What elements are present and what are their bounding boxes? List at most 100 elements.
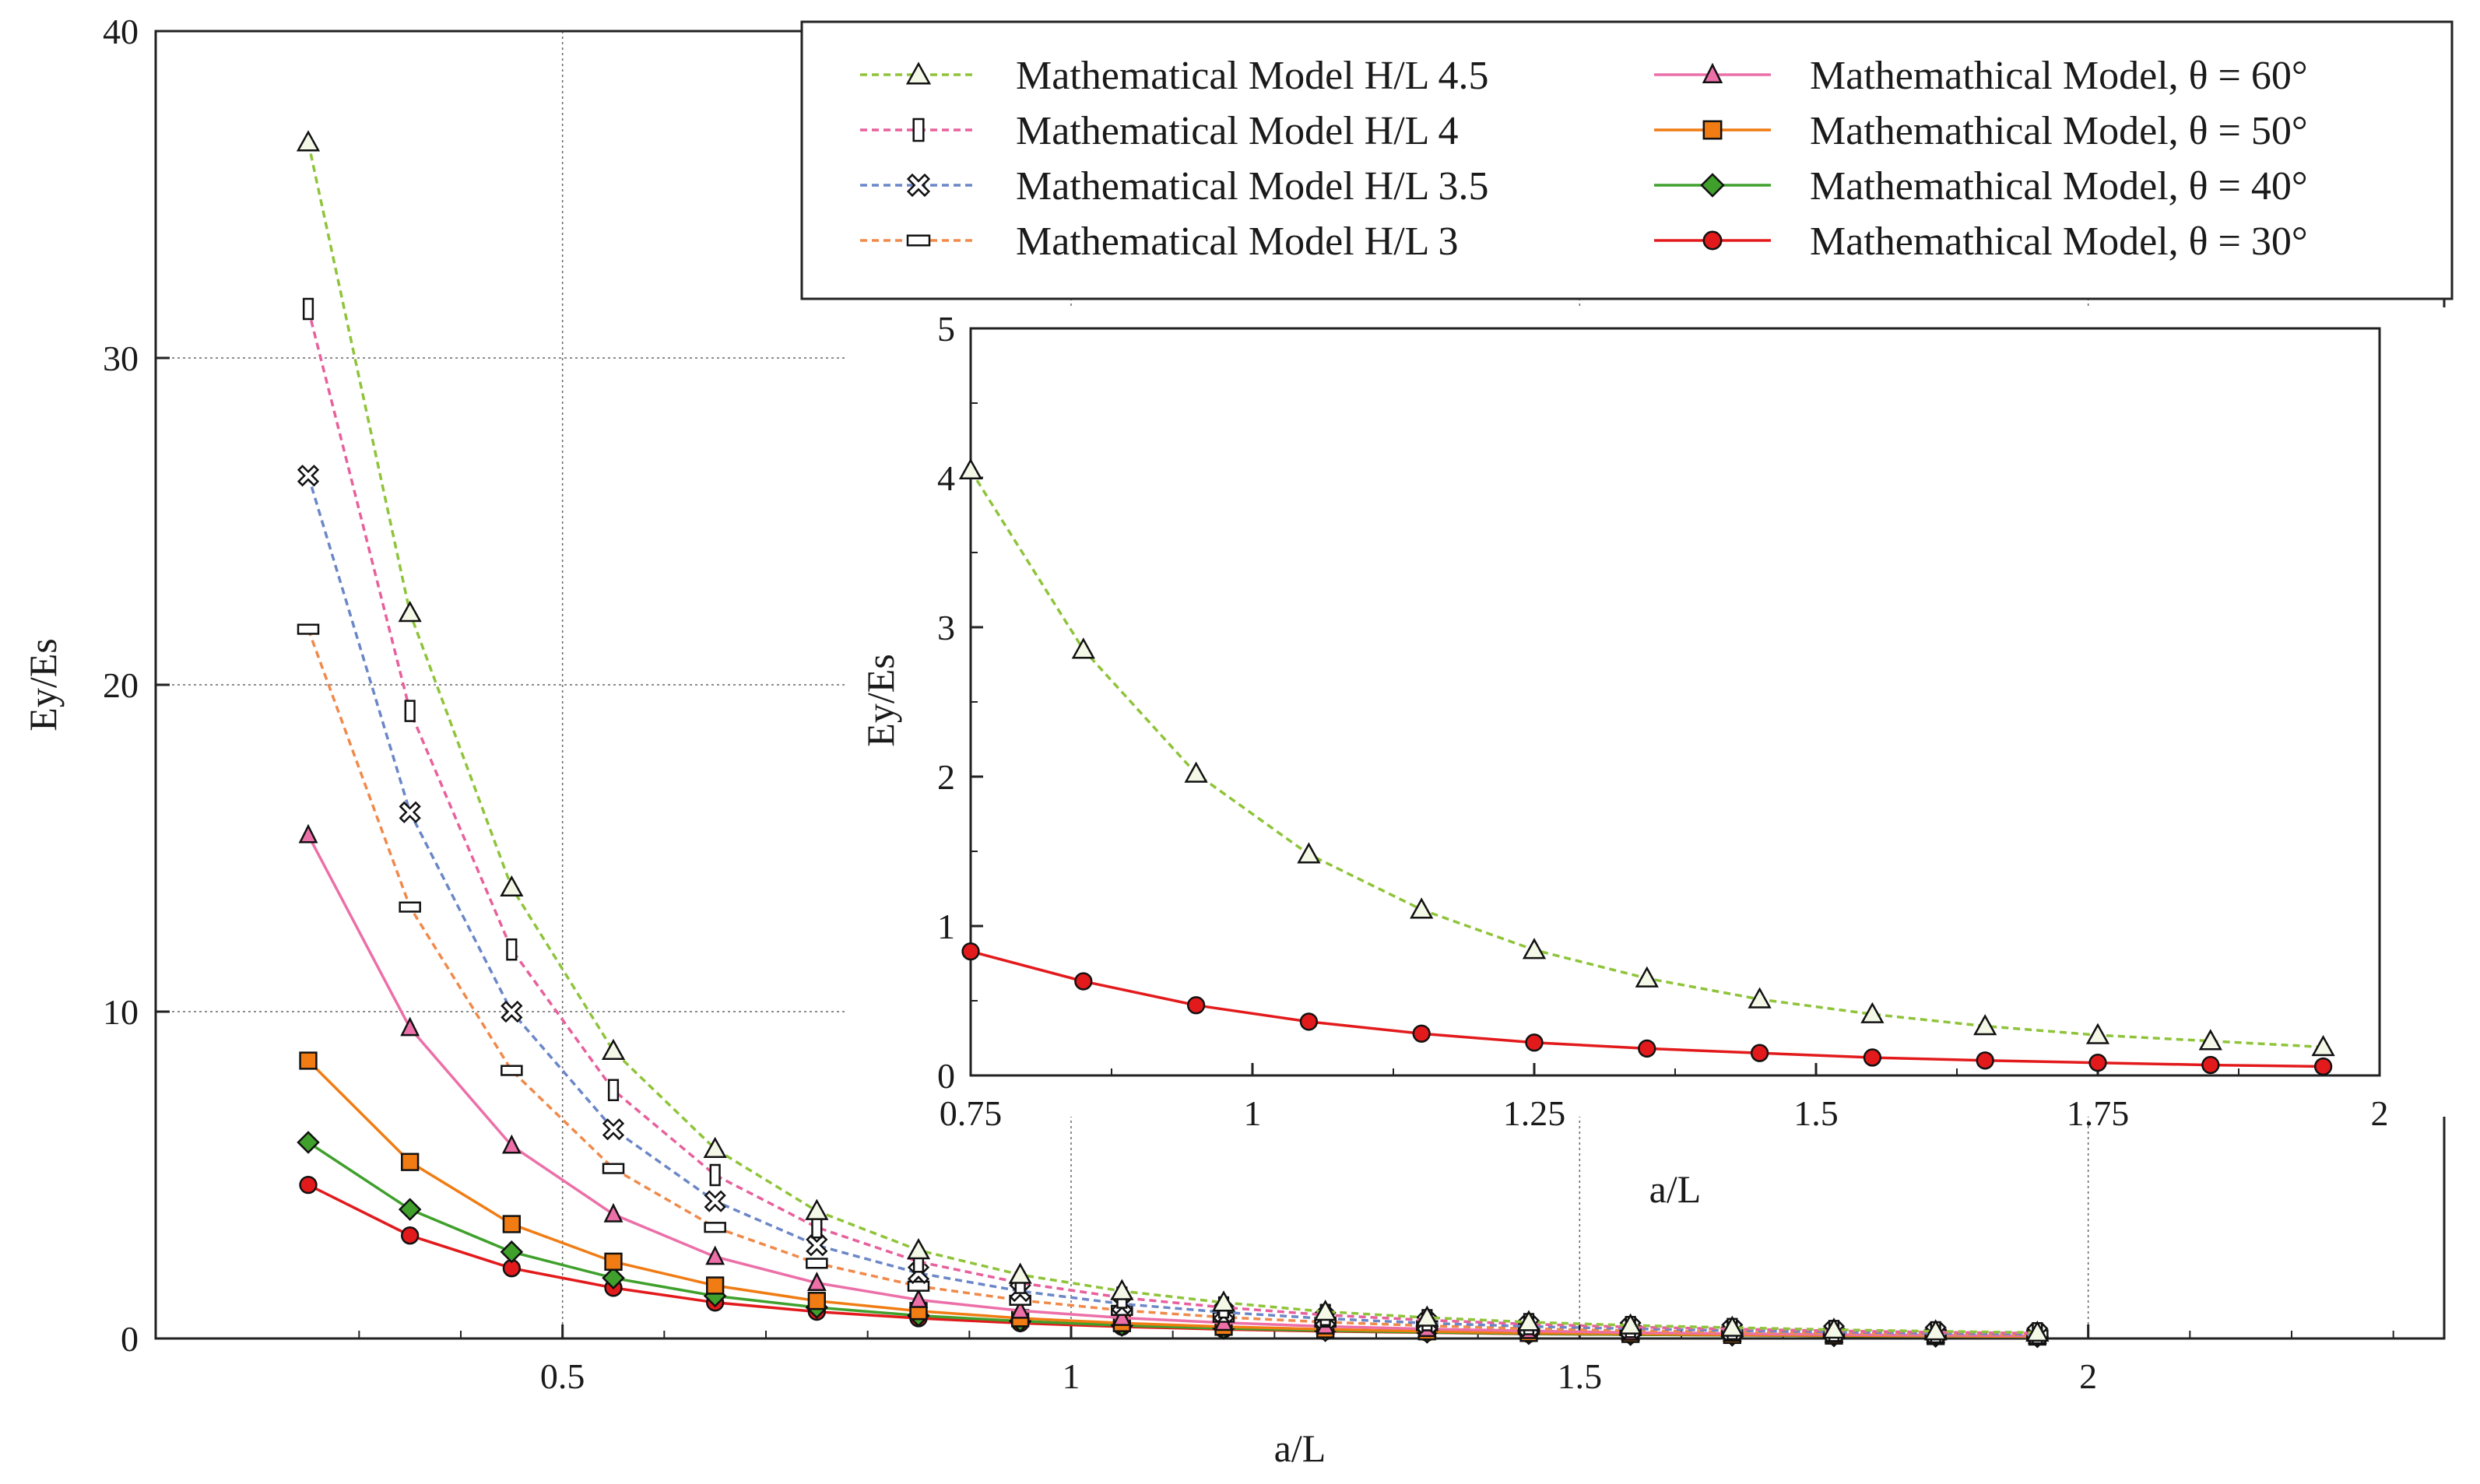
- inset-point-th30: [2313, 1057, 2333, 1076]
- main-series-line-th40: [307, 1141, 2038, 1338]
- inset-point-hl45: [1860, 1002, 1885, 1023]
- inset-point-hl45: [1184, 761, 1208, 783]
- main-point-th40: [297, 1131, 320, 1154]
- inset-x-tick-label: 2: [2371, 1093, 2389, 1133]
- main-point-hl3: [297, 623, 320, 635]
- main-point-hl45: [398, 601, 422, 623]
- inset-series-hl45: [958, 458, 2335, 1057]
- legend-item-th40: Mathemathical Model, θ = 40°: [1654, 164, 2308, 209]
- main-point-hl35: [501, 1000, 523, 1023]
- main-point-hl4: [302, 297, 314, 321]
- inset-point-hl45: [1748, 987, 1772, 1009]
- legend-marker-hl35: [906, 173, 931, 198]
- legend-marker-th40: [1700, 173, 1725, 198]
- legend-marker-hl3: [906, 234, 931, 247]
- main-point-th40: [398, 1198, 422, 1221]
- main-x-axis-label: a/L: [1274, 1426, 1326, 1470]
- main-point-hl45: [906, 1238, 931, 1260]
- main-y-tick-label: 30: [103, 339, 139, 378]
- main-point-hl45: [1821, 1317, 1846, 1339]
- main-x-tick-label: 1.5: [1558, 1356, 1603, 1396]
- inset-point-th30: [1976, 1051, 1994, 1070]
- legend-item-hl45: Mathematical Model H/L 4.5: [860, 54, 1488, 98]
- main-point-hl45: [1516, 1310, 1541, 1331]
- main-y-ticks: 0 10 20 30 40: [103, 12, 170, 1359]
- legend-item-th60: Mathemathical Model, θ = 60°: [1654, 54, 2308, 98]
- main-point-th50: [502, 1215, 521, 1233]
- inset-x-tick-label: 1.75: [2067, 1093, 2130, 1133]
- main-point-hl45: [703, 1136, 727, 1159]
- inset-y-tick-label: 0: [937, 1056, 955, 1096]
- main-point-th60: [1112, 1307, 1132, 1326]
- main-point-hl45: [805, 1198, 829, 1220]
- inset-point-th30: [1074, 972, 1093, 991]
- inset-point-hl45: [2198, 1029, 2222, 1051]
- main-point-th50: [401, 1152, 420, 1171]
- inset-y-axis-label: Ey/Es: [859, 654, 902, 746]
- legend-label-th50: Mathemathical Model, θ = 50°: [1810, 109, 2308, 153]
- inset-background: [845, 307, 2464, 1117]
- main-series-line-th60: [307, 834, 2038, 1338]
- main-point-hl3: [704, 1222, 726, 1233]
- main-point-hl4: [506, 938, 518, 961]
- inset-x-axis-label: a/L: [1649, 1167, 1702, 1211]
- legend-label-hl4: Mathematical Model H/L 4: [1016, 109, 1458, 153]
- main-series-group: [296, 130, 2050, 1349]
- inset-series-group: [958, 458, 2335, 1076]
- inset-point-hl45: [1297, 842, 1321, 864]
- main-point-th30: [401, 1226, 420, 1245]
- inset-series-th30: [961, 942, 2333, 1076]
- main-point-hl45: [1415, 1305, 1439, 1327]
- legend-marker-th50: [1702, 120, 1723, 140]
- main-point-th50: [299, 1051, 318, 1070]
- legend-item-hl3: Mathematical Model H/L 3: [860, 219, 1458, 264]
- legend-marker-th60: [1702, 62, 1723, 84]
- main-y-tick-label: 40: [103, 12, 139, 51]
- main-point-th50: [706, 1276, 725, 1295]
- main-point-th60: [603, 1202, 624, 1223]
- main-point-hl4: [811, 1216, 823, 1239]
- main-point-hl3: [806, 1258, 828, 1269]
- inset-point-th30: [1412, 1024, 1431, 1043]
- main-point-hl35: [806, 1234, 828, 1257]
- inset-y-tick-label: 3: [937, 608, 955, 647]
- inset-point-hl45: [1635, 966, 1659, 988]
- main-point-hl35: [297, 465, 320, 487]
- main-point-hl45: [601, 1038, 626, 1061]
- main-x-ticks: 0.5 1 1.5 2: [358, 1324, 2394, 1396]
- inset-point-th30: [2201, 1055, 2220, 1075]
- legend-box: [800, 20, 2454, 300]
- main-y-tick-label: 10: [103, 992, 139, 1032]
- legend: Mathematical Model H/L 4.5 Mathematical M…: [860, 54, 2308, 264]
- legend-label-th60: Mathemathical Model, θ = 60°: [1810, 54, 2308, 98]
- main-point-hl45: [1618, 1313, 1642, 1335]
- main-point-hl3: [907, 1280, 930, 1292]
- main-series-line-hl45: [307, 142, 2038, 1335]
- main-y-tick-label: 20: [103, 665, 139, 705]
- inset-y-tick-label: 2: [937, 757, 955, 797]
- main-x-tick-label: 0.5: [540, 1356, 585, 1396]
- legend-marker-hl45: [905, 61, 932, 85]
- main-x-tick-label: 2: [2079, 1356, 2097, 1396]
- legend-label-hl35: Mathematical Model H/L 3.5: [1016, 164, 1488, 209]
- inset-point-th30: [1299, 1012, 1319, 1031]
- main-point-hl4: [709, 1163, 721, 1187]
- inset-x-ticks: 0.75 1 1.25 1.5 1.75 2: [940, 1063, 2389, 1133]
- main-point-th60: [400, 1016, 420, 1037]
- main-point-hl45: [2025, 1320, 2050, 1342]
- inset-point-hl45: [1522, 938, 1547, 960]
- main-point-hl4: [607, 1079, 620, 1102]
- main-point-th60: [298, 823, 318, 844]
- main-series-line-hl35: [307, 475, 2038, 1336]
- inset-point-th30: [1863, 1048, 1882, 1067]
- inset-point-th30: [1638, 1039, 1656, 1058]
- main-point-hl45: [296, 130, 321, 152]
- legend-label-th30: Mathemathical Model, θ = 30°: [1810, 219, 2308, 264]
- legend-marker-th30: [1702, 230, 1723, 251]
- main-point-hl35: [602, 1118, 625, 1141]
- main-point-hl45: [1923, 1319, 1948, 1341]
- inset-point-hl45: [1973, 1014, 1997, 1036]
- main-point-th60: [806, 1272, 827, 1291]
- legend-item-th50: Mathemathical Model, θ = 50°: [1654, 109, 2308, 153]
